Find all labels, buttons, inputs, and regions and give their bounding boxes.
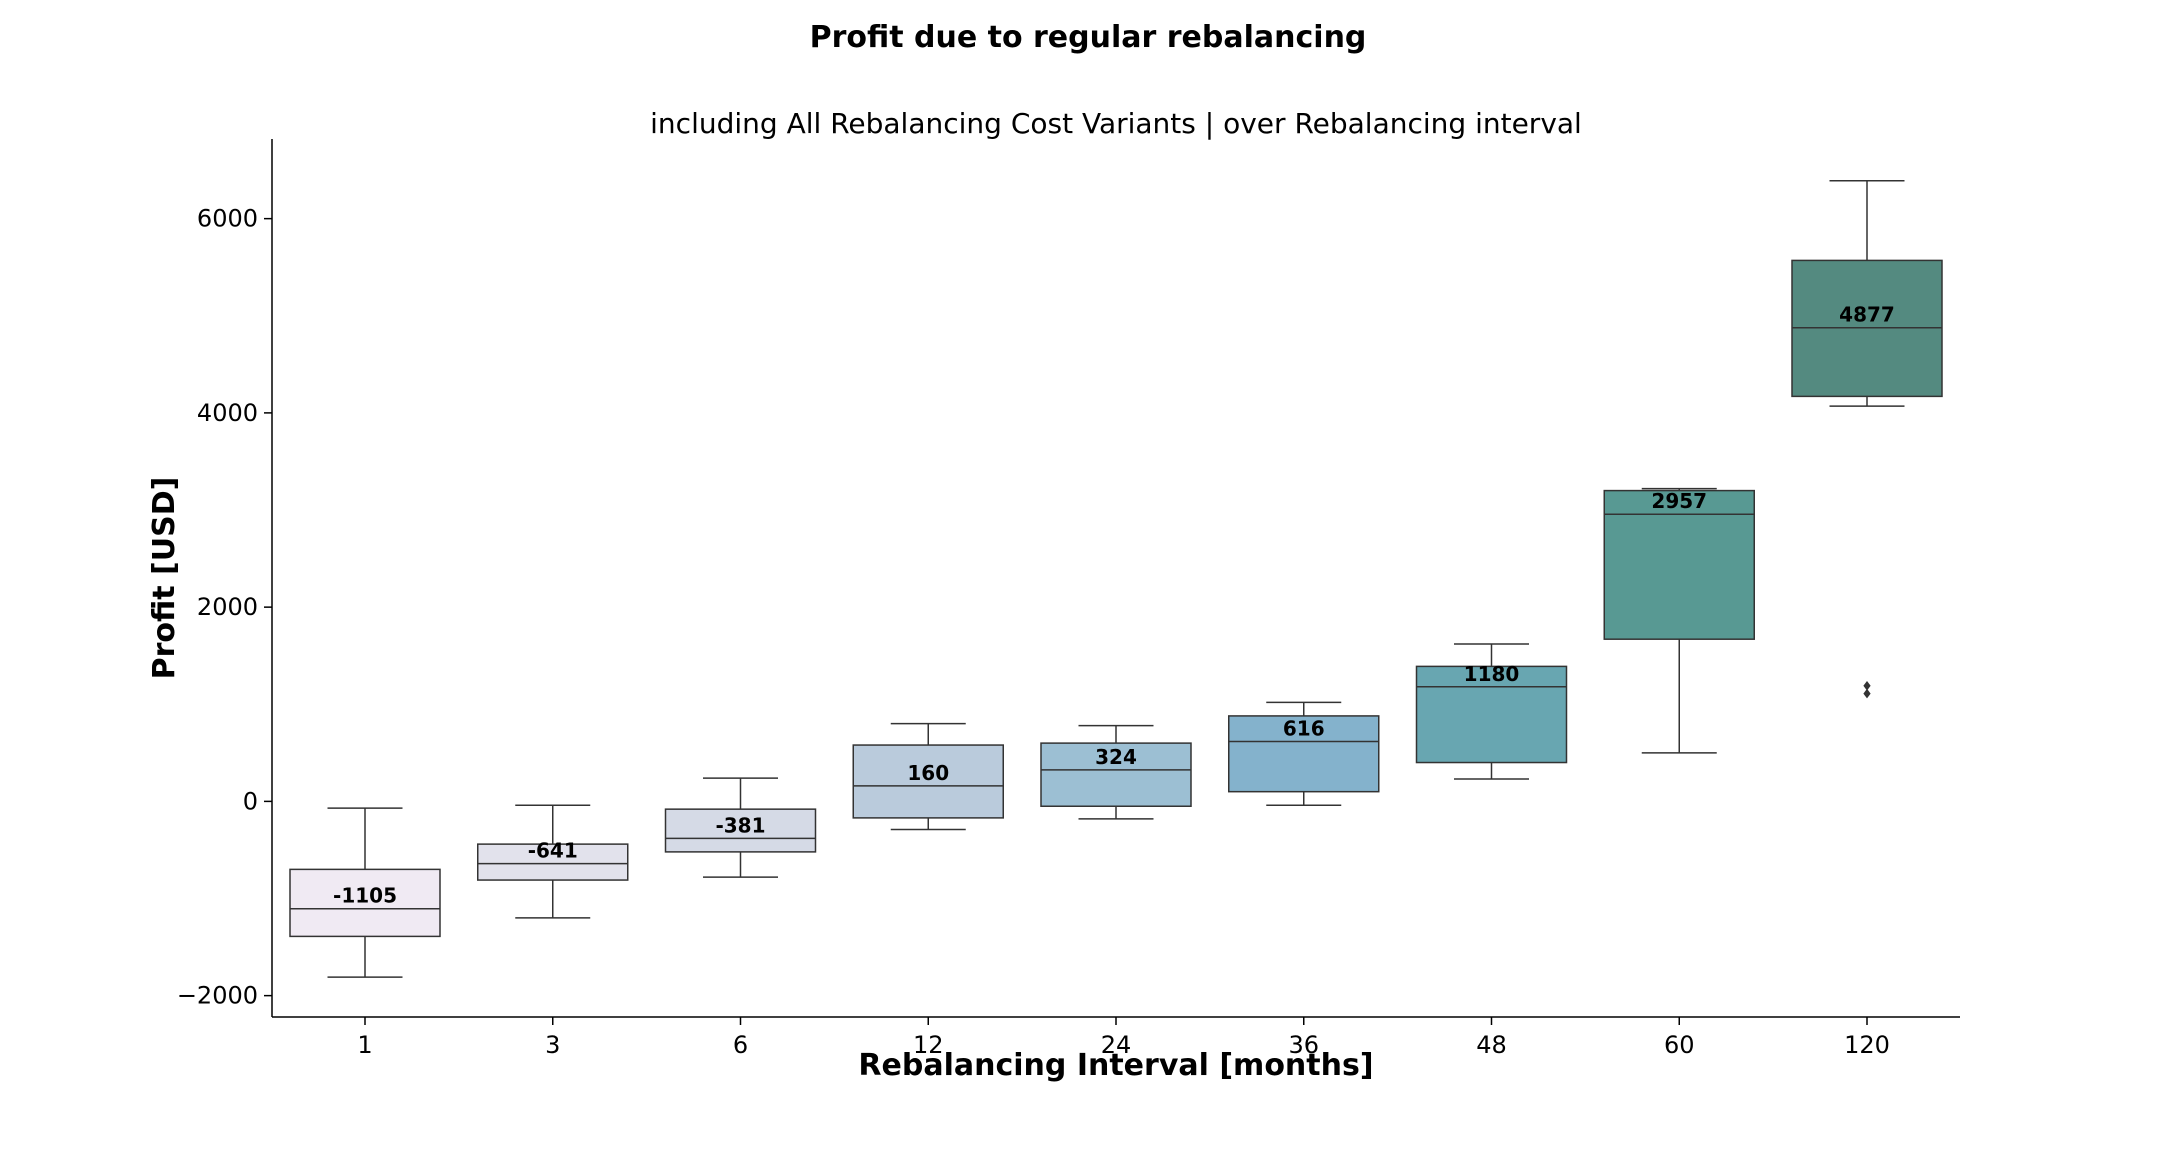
box-iqr (1415, 665, 1568, 764)
box-60: 2957 (1603, 487, 1755, 754)
plot-area: -1105 -641 -381 160 324 616 1180 2957 4877 (289, 180, 1943, 978)
median-label: 324 (1095, 745, 1137, 769)
chart-title: Profit due to regular rebalancing (810, 20, 1367, 55)
y-axis-ticks: −2000 0 2000 4000 6000 (177, 205, 272, 1010)
box-12: 160 (852, 722, 1004, 831)
median-label: -641 (528, 839, 578, 863)
y-axis-label: Profit [USD] (147, 477, 182, 680)
x-tick-label: 3 (545, 1031, 560, 1059)
box-6: -381 (664, 777, 817, 878)
x-tick-label: 24 (1101, 1031, 1132, 1059)
box-iqr (852, 744, 1004, 819)
box-1: -1105 (289, 807, 441, 978)
x-axis-ticks: 1 3 6 12 24 36 48 60 120 (357, 1017, 1890, 1059)
median-label: 1180 (1464, 662, 1520, 686)
y-tick-label: 6000 (197, 205, 258, 233)
median-label: 4877 (1839, 303, 1895, 327)
outlier-point (1863, 688, 1871, 699)
y-tick-label: 2000 (197, 593, 258, 621)
median-label: 616 (1283, 717, 1325, 741)
x-axis-label: Rebalancing Interval [months] (858, 1048, 1373, 1083)
median-label: -381 (715, 813, 765, 837)
y-tick-label: −2000 (177, 982, 258, 1010)
box-48: 1180 (1415, 643, 1568, 780)
box-iqr (289, 868, 441, 938)
outlier-point (1863, 680, 1871, 691)
box-iqr (477, 843, 629, 881)
box-24: 324 (1040, 724, 1192, 820)
x-tick-label: 60 (1664, 1031, 1695, 1059)
x-tick-label: 12 (913, 1031, 944, 1059)
median-label: -1105 (333, 884, 397, 908)
box-iqr (1040, 742, 1192, 807)
box-iqr (1228, 715, 1380, 793)
box-3: -641 (477, 804, 629, 919)
x-tick-label: 6 (733, 1031, 748, 1059)
y-tick-label: 4000 (197, 399, 258, 427)
x-tick-label: 36 (1288, 1031, 1319, 1059)
median-label: 2957 (1651, 489, 1707, 513)
y-tick-label: 0 (243, 787, 258, 815)
x-tick-label: 1 (357, 1031, 372, 1059)
box-iqr (1603, 489, 1755, 640)
x-tick-label: 120 (1844, 1031, 1890, 1059)
chart-subtitle: including All Rebalancing Cost Variants … (650, 107, 1582, 140)
box-iqr (664, 808, 817, 853)
x-tick-label: 48 (1476, 1031, 1507, 1059)
box-36: 616 (1228, 701, 1380, 807)
box-120: 4877 (1791, 180, 1943, 699)
median-label: 160 (907, 761, 949, 785)
